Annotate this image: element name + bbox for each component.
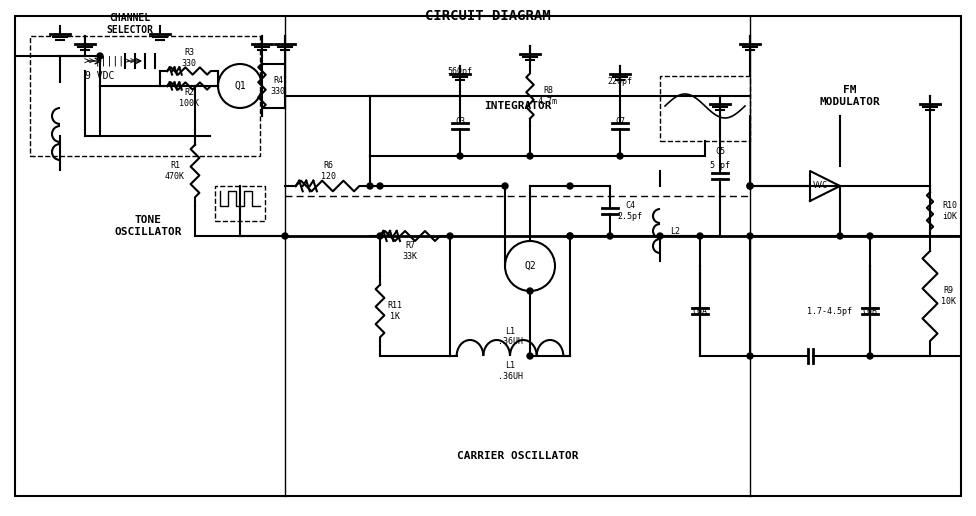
Circle shape [377,233,383,239]
Circle shape [837,233,843,239]
Circle shape [97,53,103,59]
Circle shape [697,233,703,239]
Text: R9
10K: R9 10K [941,286,956,305]
Circle shape [867,353,873,359]
Circle shape [747,233,753,239]
Circle shape [377,183,383,189]
Text: R1
470K: R1 470K [165,162,185,181]
Text: FM
MODULATOR: FM MODULATOR [820,85,880,107]
Text: L1
.36UH: L1 .36UH [498,361,522,381]
Text: 1.7-4.5pf: 1.7-4.5pf [807,307,852,315]
Text: R11
1K: R11 1K [387,301,402,321]
Text: VVC: VVC [812,182,828,190]
Circle shape [502,183,508,189]
Circle shape [747,183,753,189]
Text: C6A: C6A [693,307,708,315]
Circle shape [617,153,623,159]
Circle shape [567,233,573,239]
Text: Q2: Q2 [524,261,536,271]
Text: Q1: Q1 [234,81,246,91]
Circle shape [447,233,453,239]
Text: 9 VDC: 9 VDC [85,71,115,81]
Circle shape [527,153,533,159]
Text: 5 pf: 5 pf [710,162,730,170]
Circle shape [527,353,533,359]
Circle shape [567,233,573,239]
Text: 220pf: 220pf [607,76,632,86]
Bar [215,186,265,221]
Text: C6B: C6B [863,307,877,315]
Bar [30,36,260,156]
Circle shape [567,183,573,189]
Circle shape [282,233,288,239]
Circle shape [747,353,753,359]
Text: R6
120: R6 120 [320,162,336,181]
Text: R2
100K: R2 100K [179,88,199,108]
Text: .36UH: .36UH [498,336,522,346]
Circle shape [747,183,753,189]
Text: CARRIER OSCILLATOR: CARRIER OSCILLATOR [457,451,579,461]
Circle shape [527,288,533,294]
Text: TONE
OSCILLATOR: TONE OSCILLATOR [114,215,182,237]
Text: INTEGRATOR: INTEGRATOR [484,101,551,111]
Text: 560pf: 560pf [448,67,472,75]
Circle shape [657,233,663,239]
Text: >>|||||>>: >>|||||>> [84,56,137,66]
Text: R10
iOK: R10 iOK [943,201,957,221]
Circle shape [867,233,873,239]
Text: L2: L2 [670,227,680,235]
Circle shape [607,233,613,239]
Text: C3: C3 [455,117,465,125]
Bar [660,76,750,141]
Text: C4
2.5pf: C4 2.5pf [618,201,642,221]
Circle shape [457,153,463,159]
Text: R4
330: R4 330 [270,76,286,95]
Text: CHANNEL
SELECTOR: CHANNEL SELECTOR [106,13,153,35]
Text: CIRCUIT DIAGRAM: CIRCUIT DIAGRAM [426,9,550,23]
Text: C5: C5 [715,147,725,155]
Text: R8
4.7m: R8 4.7m [538,86,558,106]
Text: R7
33K: R7 33K [402,241,418,261]
Text: L1: L1 [505,327,515,335]
Circle shape [367,183,373,189]
Text: C7: C7 [615,117,625,125]
Text: R3
330: R3 330 [182,49,196,68]
